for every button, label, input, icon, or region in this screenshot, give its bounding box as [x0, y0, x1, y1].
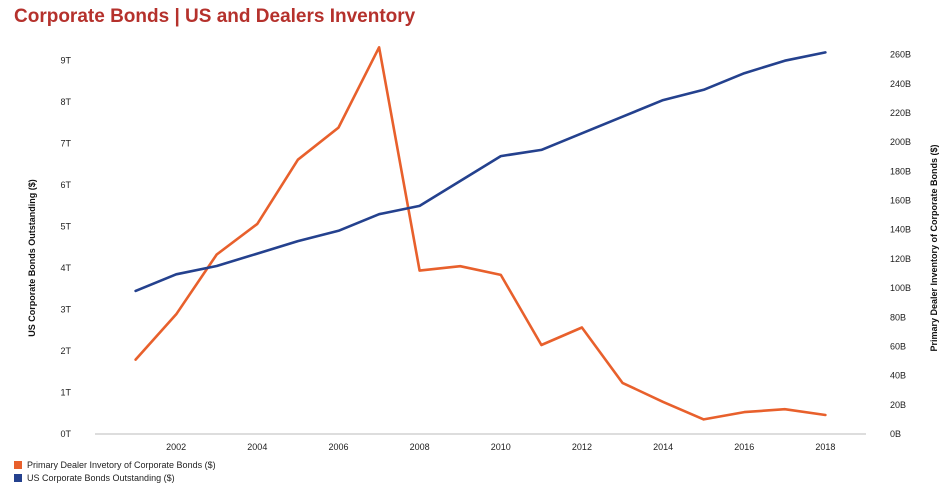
chart-title: Corporate Bonds | US and Dealers Invento…	[14, 6, 416, 27]
legend: Primary Dealer Invetory of Corporate Bon…	[14, 458, 216, 484]
left-tick-label: 2T	[60, 346, 71, 356]
x-axis-ticks: 2002 2004 2006 2008 2010 2012 2014 2016 2018	[166, 442, 835, 452]
left-tick-label: 8T	[60, 97, 71, 107]
right-tick-label: 120B	[890, 254, 911, 264]
right-tick-label: 100B	[890, 283, 911, 293]
right-tick-label: 0B	[890, 429, 901, 439]
x-tick-label: 2008	[410, 442, 430, 452]
left-tick-label: 4T	[60, 263, 71, 273]
left-tick-label: 9T	[60, 56, 71, 66]
right-tick-label: 260B	[890, 50, 911, 60]
right-tick-label: 200B	[890, 137, 911, 147]
left-axis-ticks: 0T 1T 2T 3T 4T 5T 6T 7T 8T 9T	[60, 56, 71, 439]
right-tick-label: 220B	[890, 108, 911, 118]
legend-label: US Corporate Bonds Outstanding ($)	[27, 472, 175, 483]
x-tick-label: 2016	[734, 442, 754, 452]
series-line-us-bonds	[134, 51, 827, 293]
right-tick-label: 80B	[890, 312, 906, 322]
left-tick-label: 1T	[60, 388, 71, 398]
legend-swatch	[14, 473, 22, 482]
x-tick-label: 2014	[653, 442, 673, 452]
left-tick-label: 3T	[60, 305, 71, 315]
x-tick-label: 2006	[328, 442, 348, 452]
right-tick-label: 140B	[890, 225, 911, 235]
left-axis-title: US Corporate Bonds Outstanding ($)	[27, 179, 37, 337]
left-tick-label: 5T	[60, 222, 71, 232]
right-axis-ticks: 0B 20B 40B 60B 80B 100B 120B 140B 160B 180B 200B 22…	[890, 50, 911, 439]
legend-label: Primary Dealer Invetory of Corporate Bon…	[27, 459, 216, 470]
x-tick-label: 2002	[166, 442, 186, 452]
right-tick-label: 240B	[890, 79, 911, 89]
legend-item-us-bonds: US Corporate Bonds Outstanding ($)	[14, 471, 216, 484]
right-axis-title: Primary Dealer Inventory of Corporate Bo…	[929, 144, 939, 351]
left-tick-label: 7T	[60, 139, 71, 149]
right-tick-label: 60B	[890, 341, 906, 351]
right-tick-label: 20B	[890, 400, 906, 410]
series-layer	[134, 45, 827, 421]
series-line-dealer-inventory	[134, 45, 827, 421]
right-tick-label: 160B	[890, 196, 911, 206]
left-tick-label: 0T	[60, 429, 71, 439]
x-tick-label: 2018	[815, 442, 835, 452]
right-tick-label: 180B	[890, 166, 911, 176]
legend-swatch	[14, 460, 22, 469]
legend-item-dealer-inventory: Primary Dealer Invetory of Corporate Bon…	[14, 458, 216, 471]
x-tick-label: 2010	[491, 442, 511, 452]
left-tick-label: 6T	[60, 180, 71, 190]
x-tick-label: 2012	[572, 442, 592, 452]
right-tick-label: 40B	[890, 371, 906, 381]
x-tick-label: 2004	[247, 442, 267, 452]
